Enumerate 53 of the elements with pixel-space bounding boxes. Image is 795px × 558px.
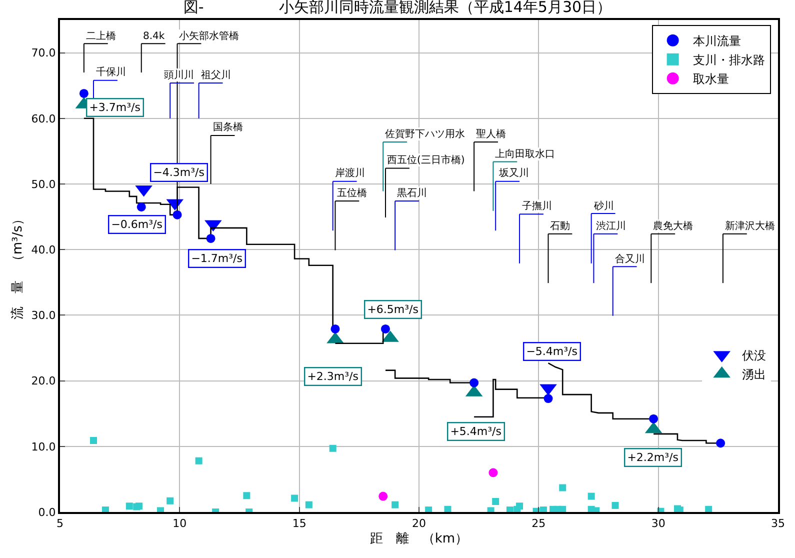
ref-line-label: 国条橋 bbox=[213, 121, 243, 133]
ref-line-label: 8.4k bbox=[143, 31, 165, 42]
y-tick-label: 10.0 bbox=[31, 440, 56, 454]
ref-line-label: 坂又川 bbox=[498, 167, 529, 179]
ref-line-label: 岸渡川 bbox=[335, 167, 365, 179]
ref-line-label: 石動 bbox=[550, 221, 570, 232]
ref-line-label: 聖人橋 bbox=[476, 128, 506, 140]
annotation: +5.4m³/s bbox=[450, 425, 502, 438]
ref-line-label: 西五位(三日市橋) bbox=[387, 154, 465, 166]
y-axis-title: 流 量 （m³/s） bbox=[10, 212, 26, 320]
ref-line-label: 黒石川 bbox=[397, 187, 427, 199]
x-axis-title: 距 離 （km） bbox=[370, 531, 468, 546]
legend-label: 取水量 bbox=[692, 72, 729, 86]
ref-line-label: 渋江川 bbox=[596, 220, 626, 232]
ref-line-label: 頭川川 bbox=[164, 69, 194, 81]
y-tick-label: 40.0 bbox=[31, 243, 56, 256]
ref-line-label: 上向田取水口 bbox=[495, 148, 555, 160]
y-tick-label: 0.0 bbox=[38, 506, 56, 519]
annotation: −5.4m³/s bbox=[526, 345, 578, 358]
y-tick-label: 50.0 bbox=[31, 178, 56, 191]
legend-label: 湧出 bbox=[742, 368, 766, 382]
y-tick-label: 30.0 bbox=[31, 309, 56, 322]
x-tick-label: 10 bbox=[172, 517, 187, 530]
ref-line-label: 新津沢大橋 bbox=[725, 220, 775, 232]
annotation: −0.6m³/s bbox=[111, 218, 163, 232]
annotation: −4.3m³/s bbox=[153, 166, 205, 180]
ref-line-label: 祖父川 bbox=[201, 69, 231, 81]
ref-line-label: 合又川 bbox=[615, 253, 645, 265]
y-tick-label: 20.0 bbox=[31, 374, 56, 388]
legend-label: 支川・排水路 bbox=[692, 53, 765, 68]
annotation: −1.7m³/s bbox=[191, 252, 243, 266]
y-tick-label: 70.0 bbox=[31, 46, 56, 60]
annotation: +3.7m³/s bbox=[89, 101, 141, 114]
x-tick-label: 25 bbox=[532, 517, 546, 530]
annotation: +6.5m³/s bbox=[367, 303, 419, 316]
ref-line-label: 二上橋 bbox=[86, 30, 116, 42]
x-tick-label: 30 bbox=[651, 517, 666, 530]
annotation: +2.2m³/s bbox=[627, 451, 679, 464]
x-tick-label: 15 bbox=[292, 517, 306, 530]
ref-line-label: 小矢部水管橋 bbox=[179, 30, 239, 42]
legend-label: 伏没 bbox=[742, 348, 766, 363]
annotation: +2.3m³/s bbox=[307, 370, 359, 384]
x-tick-label: 20 bbox=[412, 517, 426, 530]
ref-line-label: 農免大橋 bbox=[653, 220, 693, 232]
ref-line-label: 千保川 bbox=[96, 66, 126, 78]
x-tick-label: 35 bbox=[771, 517, 785, 530]
legend-label: 本川流量 bbox=[692, 34, 741, 48]
y-tick-label: 60.0 bbox=[31, 112, 56, 126]
x-tick-label: 5 bbox=[56, 517, 64, 530]
ref-line-label: 砂川 bbox=[593, 200, 614, 212]
ref-line-label: 五位橋 bbox=[337, 187, 367, 199]
ref-line-label: 子撫川 bbox=[522, 200, 552, 212]
ref-line-label: 佐賀野下ハツ用水 bbox=[385, 128, 465, 140]
